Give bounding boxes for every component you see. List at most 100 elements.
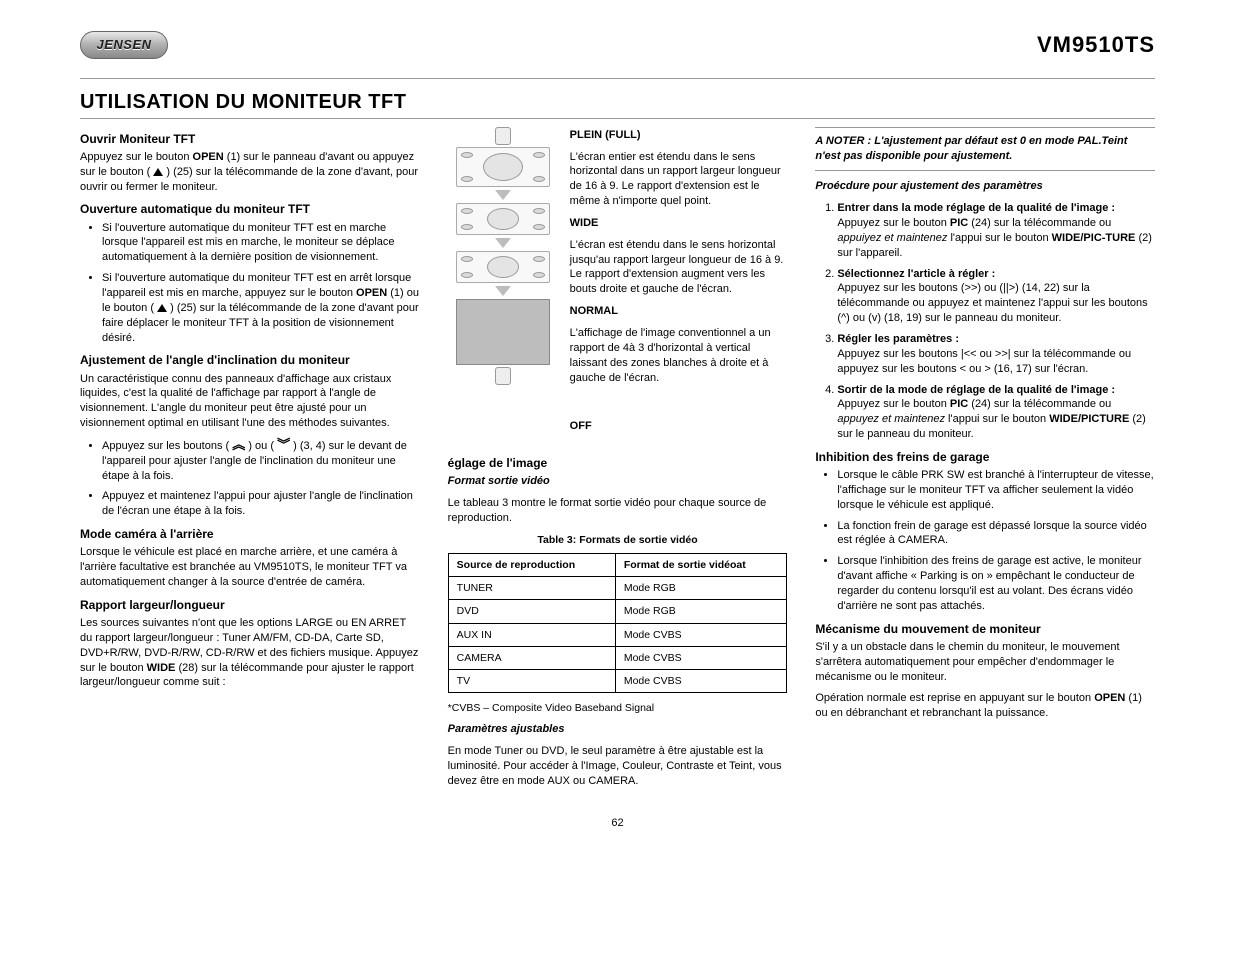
list-item: Si l'ouverture automatique du moniteur T… <box>102 221 420 266</box>
text-italic: appuiyez et maintenez <box>837 232 947 244</box>
mode-normal-heading: NORMAL <box>570 304 788 319</box>
column-left: Ouvrir Moniteur TFT Appuyez sur le bouto… <box>80 125 420 796</box>
sec-auto-list: Si l'ouverture automatique du moniteur T… <box>80 221 420 346</box>
procedure-list: Entrer dans la mode réglage de la qualit… <box>815 201 1155 442</box>
mode-off-heading: OFF <box>570 419 788 434</box>
text: Appuyez sur le bouton <box>80 151 193 163</box>
table-cell: Mode RGB <box>615 577 787 600</box>
list-item: La fonction frein de garage est dépassé … <box>837 519 1155 549</box>
sec-camera-heading: Mode caméra à l'arrière <box>80 526 420 542</box>
sec-angle-para: Un caractéristique connu des panneaux d'… <box>80 372 420 431</box>
sec-aspect-heading: Rapport largeur/longueur <box>80 597 420 613</box>
panel-wide-diagram <box>456 203 550 235</box>
mode-diagrams-row: PLEIN (FULL) L'écran entier est étendu d… <box>448 125 788 442</box>
sec-brake-list: Lorsque le câble PRK SW est branché à l'… <box>815 468 1155 614</box>
panel-full-diagram <box>456 147 550 187</box>
table-cell: CAMERA <box>448 646 615 669</box>
table-cell: AUX IN <box>448 623 615 646</box>
list-item: Régler les paramètres : Appuyez sur les … <box>837 332 1155 377</box>
text: l'appui sur le bouton <box>947 232 1051 244</box>
list-item: Lorsque l'inhibition des freins de garag… <box>837 554 1155 613</box>
text-bold: WIDE <box>147 662 176 674</box>
table-cell: Mode CVBS <box>615 669 787 692</box>
text-bold: WIDE/PICTURE <box>1049 413 1129 425</box>
sub-params-para: En mode Tuner ou DVD, le seul paramètre … <box>448 744 788 789</box>
text: Appuyez sur les boutons |<< ou >>| sur l… <box>837 348 1131 375</box>
text: Appuyez sur le bouton <box>837 217 950 229</box>
text-bold: OPEN <box>193 151 224 163</box>
triangle-up-icon <box>153 168 163 176</box>
sec-auto-heading: Ouverture automatique du moniteur TFT <box>80 201 420 217</box>
sec-open-para: Appuyez sur le bouton OPEN (1) sur le pa… <box>80 150 420 195</box>
triangle-up-icon <box>157 304 167 312</box>
diagram-stack <box>448 125 558 442</box>
content-columns: Ouvrir Moniteur TFT Appuyez sur le bouto… <box>80 125 1155 796</box>
sec-open-heading: Ouvrir Moniteur TFT <box>80 131 420 147</box>
text: (24) sur la télécommande ou <box>968 217 1111 229</box>
text-bold: OPEN <box>356 287 387 299</box>
table-row: AUX INMode CVBS <box>448 623 787 646</box>
table-header-row: Source de reproduction Format de sortie … <box>448 554 787 577</box>
text-bold: PIC <box>950 217 968 229</box>
step-title: Sortir de la mode de réglage de la quali… <box>837 384 1115 396</box>
list-item: Si l'ouverture automatique du moniteur T… <box>102 271 420 345</box>
mode-descriptions: PLEIN (FULL) L'écran entier est étendu d… <box>570 125 788 442</box>
text: Appuyez sur les boutons ( <box>102 440 232 452</box>
table-header: Source de reproduction <box>448 554 615 577</box>
text: l'appui sur le bouton <box>945 413 1049 425</box>
table-row: CAMERAMode CVBS <box>448 646 787 669</box>
text: Appuyez sur les boutons (>>) ou (||>) (1… <box>837 282 1147 324</box>
sec-angle-heading: Ajustement de l'angle d'inclination du m… <box>80 352 420 368</box>
page-header: JENSEN VM9510TS <box>80 30 1155 60</box>
column-right: A NOTER : L'ajustement par défaut est 0 … <box>815 125 1155 796</box>
arrow-down-icon <box>495 238 511 248</box>
table-cell: Mode CVBS <box>615 623 787 646</box>
sub-format-heading: Format sortie vidéo <box>448 474 788 489</box>
sub-format-para: Le tableau 3 montre le format sortie vid… <box>448 496 788 526</box>
sec-angle-list: Appuyez sur les boutons ( ︽ ) ou ( ︾ ) (… <box>80 438 420 519</box>
sec-mech-heading: Mécanisme du mouvement de moniteur <box>815 621 1155 637</box>
sub-params-heading: Paramètres ajustables <box>448 722 788 737</box>
note-rule-top <box>815 127 1155 128</box>
list-item: Entrer dans la mode réglage de la qualit… <box>837 201 1155 260</box>
table-caption: Table 3: Formats de sortie vidéo <box>448 533 788 547</box>
thumb-icon <box>495 127 511 145</box>
panel-off-diagram <box>456 299 550 365</box>
formats-table: Source de reproduction Format de sortie … <box>448 553 788 693</box>
sec-brake-heading: Inhibition des freins de garage <box>815 449 1155 465</box>
sec-aspect-para: Les sources suivantes n'ont que les opti… <box>80 616 420 690</box>
text-italic: appuyez et maintenez <box>837 413 945 425</box>
column-middle: PLEIN (FULL) L'écran entier est étendu d… <box>448 125 788 796</box>
list-item: Lorsque le câble PRK SW est branché à l'… <box>837 468 1155 513</box>
list-item: Sélectionnez l'article à régler : Appuye… <box>837 267 1155 326</box>
header-rule <box>80 78 1155 79</box>
text-bold: PIC <box>950 398 968 410</box>
arrow-down-icon <box>495 286 511 296</box>
procedure-heading: Proécdure pour ajustement des paramètres <box>815 179 1155 194</box>
list-item: Appuyez et maintenez l'appui pour ajuste… <box>102 489 420 519</box>
table-cell: DVD <box>448 600 615 623</box>
table-header: Format de sortie vidéoat <box>615 554 787 577</box>
step-title: Entrer dans la mode réglage de la qualit… <box>837 202 1115 214</box>
title-rule <box>80 118 1155 119</box>
list-item: Appuyez sur les boutons ( ︽ ) ou ( ︾ ) (… <box>102 438 420 484</box>
panel-normal-diagram <box>456 251 550 283</box>
mode-full-heading: PLEIN (FULL) <box>570 128 788 143</box>
mode-normal-para: L'affichage de l'image conventionnel a u… <box>570 326 788 385</box>
note-text: A NOTER : L'ajustement par défaut est 0 … <box>815 134 1155 164</box>
mode-full-para: L'écran entier est étendu dans le sens h… <box>570 150 788 209</box>
table-row: TUNERMode RGB <box>448 577 787 600</box>
brand-logo: JENSEN <box>80 31 168 59</box>
table-cell: TUNER <box>448 577 615 600</box>
table-cell: Mode CVBS <box>615 646 787 669</box>
mode-wide-para: L'écran est étendu dans le sens horizont… <box>570 238 788 297</box>
table-cell: TV <box>448 669 615 692</box>
double-chevron-down-icon: ︾ <box>277 438 290 451</box>
sec-camera-para: Lorsque le véhicule est placé en marche … <box>80 545 420 590</box>
table-row: TVMode CVBS <box>448 669 787 692</box>
sec-mech-para2: Opération normale est reprise en appuyan… <box>815 691 1155 721</box>
thumb-icon <box>495 367 511 385</box>
table-footnote: *CVBS – Composite Video Baseband Signal <box>448 701 788 715</box>
note-rule-bottom <box>815 170 1155 171</box>
sec-mech-para1: S'il y a un obstacle dans le chemin du m… <box>815 640 1155 685</box>
